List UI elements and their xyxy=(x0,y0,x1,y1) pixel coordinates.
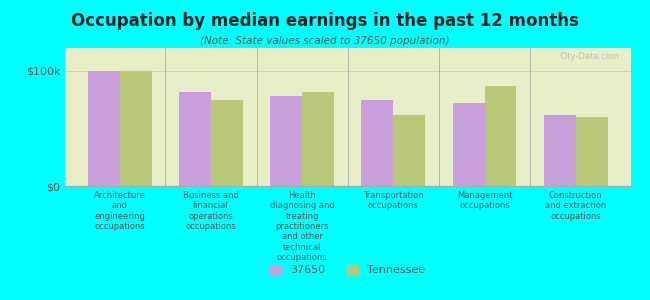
Text: Occupation by median earnings in the past 12 months: Occupation by median earnings in the pas… xyxy=(71,12,579,30)
Bar xyxy=(179,92,211,186)
Text: City-Data.com: City-Data.com xyxy=(559,52,619,61)
Bar xyxy=(393,115,425,186)
Text: (Note: State values scaled to 37650 population): (Note: State values scaled to 37650 popu… xyxy=(200,36,450,46)
Bar xyxy=(211,100,243,186)
Bar xyxy=(452,103,484,186)
Bar xyxy=(88,71,120,186)
Bar xyxy=(361,100,393,186)
Bar xyxy=(270,96,302,186)
Bar xyxy=(120,71,151,186)
Legend: 37650, Tennessee: 37650, Tennessee xyxy=(266,260,430,280)
Bar xyxy=(484,86,517,186)
Bar xyxy=(544,115,576,186)
Bar xyxy=(576,117,608,186)
Bar xyxy=(302,92,334,186)
